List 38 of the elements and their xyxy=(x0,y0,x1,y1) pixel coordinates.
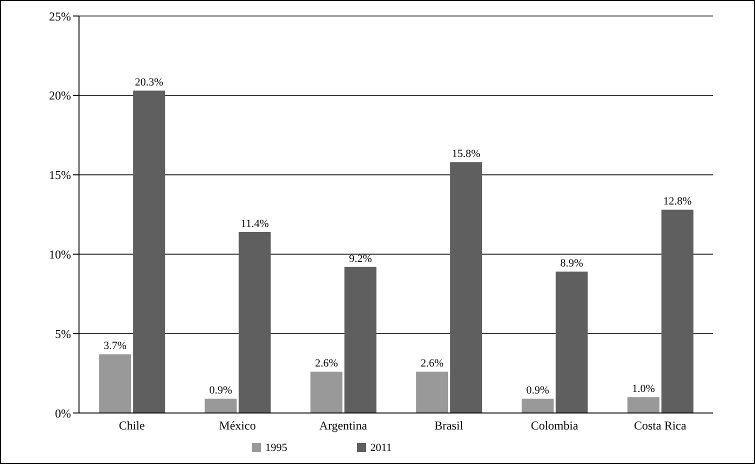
data-label: 15.8% xyxy=(452,148,480,160)
y-tick-label: 0% xyxy=(55,406,71,420)
bar xyxy=(99,354,132,413)
legend-label: 1995 xyxy=(265,442,288,454)
data-label: 2.6% xyxy=(420,358,444,370)
bar xyxy=(310,372,342,413)
data-label: 2.6% xyxy=(314,358,338,370)
bar xyxy=(450,162,482,413)
y-tick-label: 10% xyxy=(49,247,71,262)
data-label: 8.9% xyxy=(560,258,584,270)
y-tick-label: 20% xyxy=(49,88,71,103)
x-tick-label: Chile xyxy=(118,418,145,433)
bar xyxy=(238,232,271,413)
x-tick-label: Colombia xyxy=(530,418,579,433)
data-label: 0.9% xyxy=(209,384,232,397)
bar xyxy=(344,266,376,413)
bar xyxy=(627,397,660,413)
data-label: 1.0% xyxy=(632,383,655,396)
data-label: 12.8% xyxy=(663,196,692,208)
x-tick-label: Costa Rica xyxy=(634,418,687,433)
legend-label: 2011 xyxy=(370,442,392,454)
x-tick-label: México xyxy=(219,418,256,433)
y-tick-label: 5% xyxy=(55,326,71,341)
data-label: 11.4% xyxy=(240,218,269,230)
data-label: 20.3% xyxy=(134,76,164,89)
bar xyxy=(133,90,166,413)
data-label: 9.2% xyxy=(348,252,372,265)
bar xyxy=(522,398,554,413)
bar xyxy=(661,210,694,413)
data-label: 0.9% xyxy=(526,384,550,397)
data-label: 3.7% xyxy=(104,340,127,352)
bar xyxy=(204,398,237,413)
bar xyxy=(416,372,448,413)
y-tick-label: 15% xyxy=(49,168,71,182)
x-tick-label: Argentina xyxy=(319,418,368,433)
x-tick-label: Brasil xyxy=(434,418,464,433)
y-tick-label: 25% xyxy=(49,9,71,24)
bar xyxy=(556,272,588,413)
